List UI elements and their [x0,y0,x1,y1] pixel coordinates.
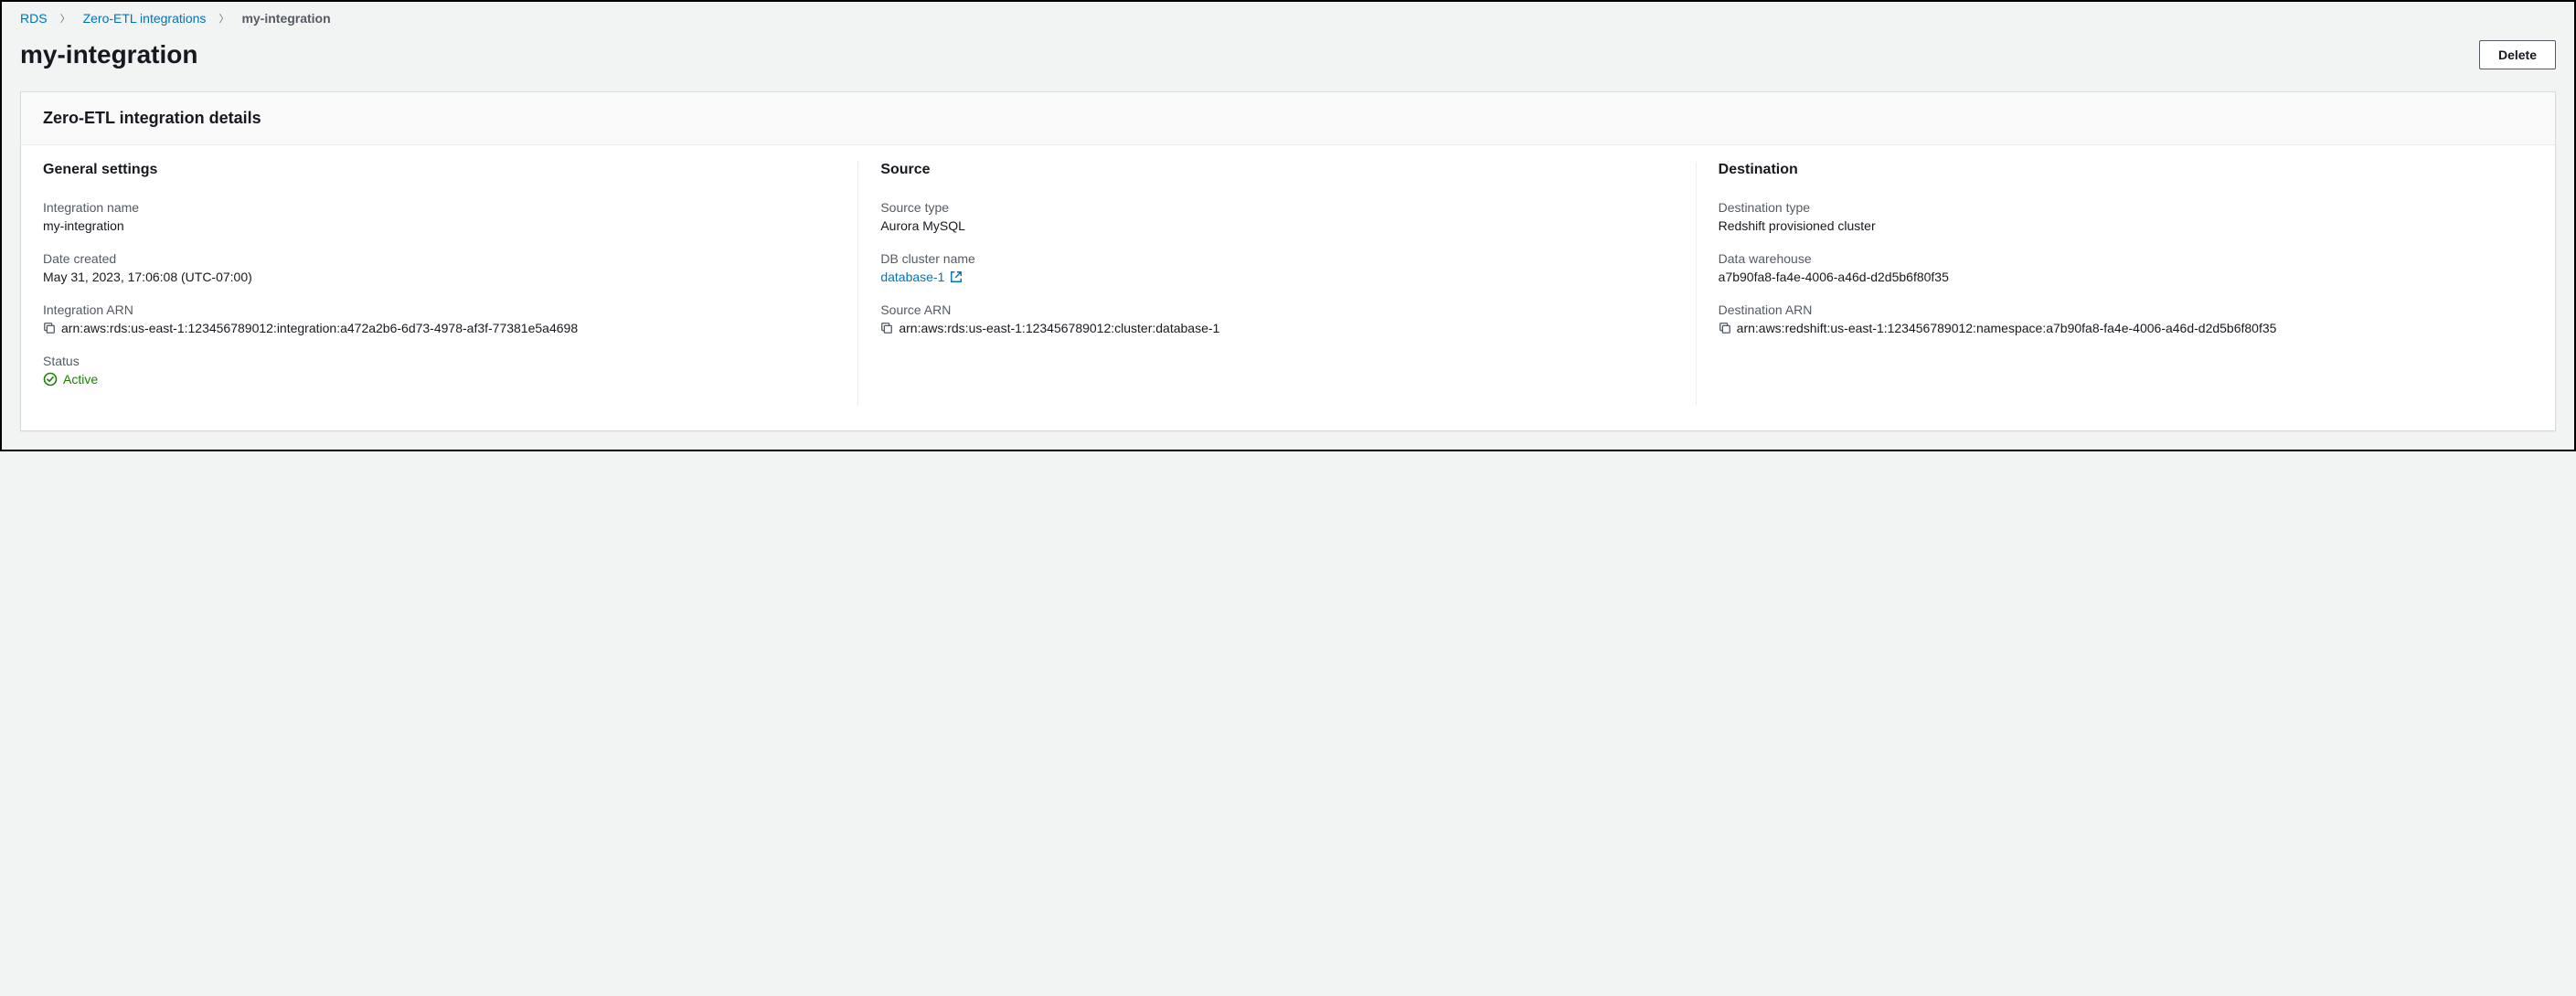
chevron-icon: 〉 [60,11,70,26]
destination-arn-field: Destination ARN arn:aws:redshift:us-east… [1719,302,2511,335]
status-value: Active [63,372,98,387]
source-column: Source Source type Aurora MySQL DB clust… [857,162,1695,405]
db-cluster-label: DB cluster name [880,251,1673,266]
status-field: Status Active [43,354,836,387]
page-title: my-integration [20,40,197,69]
general-heading: General settings [43,162,836,178]
date-created-label: Date created [43,251,836,266]
details-panel: Zero-ETL integration details General set… [20,91,2556,431]
integration-name-field: Integration name my-integration [43,200,836,233]
destination-arn-label: Destination ARN [1719,302,2511,317]
panel-header: Zero-ETL integration details [21,92,2555,145]
source-arn-label: Source ARN [880,302,1673,317]
breadcrumb-current: my-integration [241,11,330,26]
success-icon [43,372,58,387]
breadcrumb-parent[interactable]: Zero-ETL integrations [83,11,207,26]
panel-body: General settings Integration name my-int… [21,145,2555,430]
integration-arn-field: Integration ARN arn:aws:rds:us-east-1:12… [43,302,836,335]
data-warehouse-label: Data warehouse [1719,251,2511,266]
destination-heading: Destination [1719,162,2511,178]
integration-name-value: my-integration [43,218,836,233]
data-warehouse-value: a7b90fa8-fa4e-4006-a46d-d2d5b6f80f35 [1719,270,2511,284]
breadcrumb: RDS 〉 Zero-ETL integrations 〉 my-integra… [2,2,2574,33]
copy-icon[interactable] [1719,322,1731,334]
source-type-value: Aurora MySQL [880,218,1673,233]
destination-column: Destination Destination type Redshift pr… [1696,162,2533,405]
delete-button[interactable]: Delete [2479,40,2556,69]
db-cluster-link[interactable]: database-1 [880,270,944,284]
destination-type-value: Redshift provisioned cluster [1719,218,2511,233]
external-link-icon[interactable] [950,270,963,283]
db-cluster-field: DB cluster name database-1 [880,251,1673,284]
breadcrumb-root[interactable]: RDS [20,11,48,26]
destination-type-label: Destination type [1719,200,2511,215]
destination-type-field: Destination type Redshift provisioned cl… [1719,200,2511,233]
source-type-field: Source type Aurora MySQL [880,200,1673,233]
integration-name-label: Integration name [43,200,836,215]
copy-icon[interactable] [43,322,56,334]
panel-title: Zero-ETL integration details [43,109,2533,128]
source-type-label: Source type [880,200,1673,215]
source-heading: Source [880,162,1673,178]
chevron-icon: 〉 [218,11,229,26]
source-arn-value: arn:aws:rds:us-east-1:123456789012:clust… [899,321,1219,335]
page-header: my-integration Delete [2,33,2574,91]
copy-icon[interactable] [880,322,893,334]
data-warehouse-field: Data warehouse a7b90fa8-fa4e-4006-a46d-d… [1719,251,2511,284]
date-created-field: Date created May 31, 2023, 17:06:08 (UTC… [43,251,836,284]
date-created-value: May 31, 2023, 17:06:08 (UTC-07:00) [43,270,836,284]
general-column: General settings Integration name my-int… [43,162,857,405]
status-label: Status [43,354,836,368]
integration-arn-value: arn:aws:rds:us-east-1:123456789012:integ… [61,321,578,335]
source-arn-field: Source ARN arn:aws:rds:us-east-1:1234567… [880,302,1673,335]
integration-arn-label: Integration ARN [43,302,836,317]
destination-arn-value: arn:aws:redshift:us-east-1:123456789012:… [1737,321,2277,335]
